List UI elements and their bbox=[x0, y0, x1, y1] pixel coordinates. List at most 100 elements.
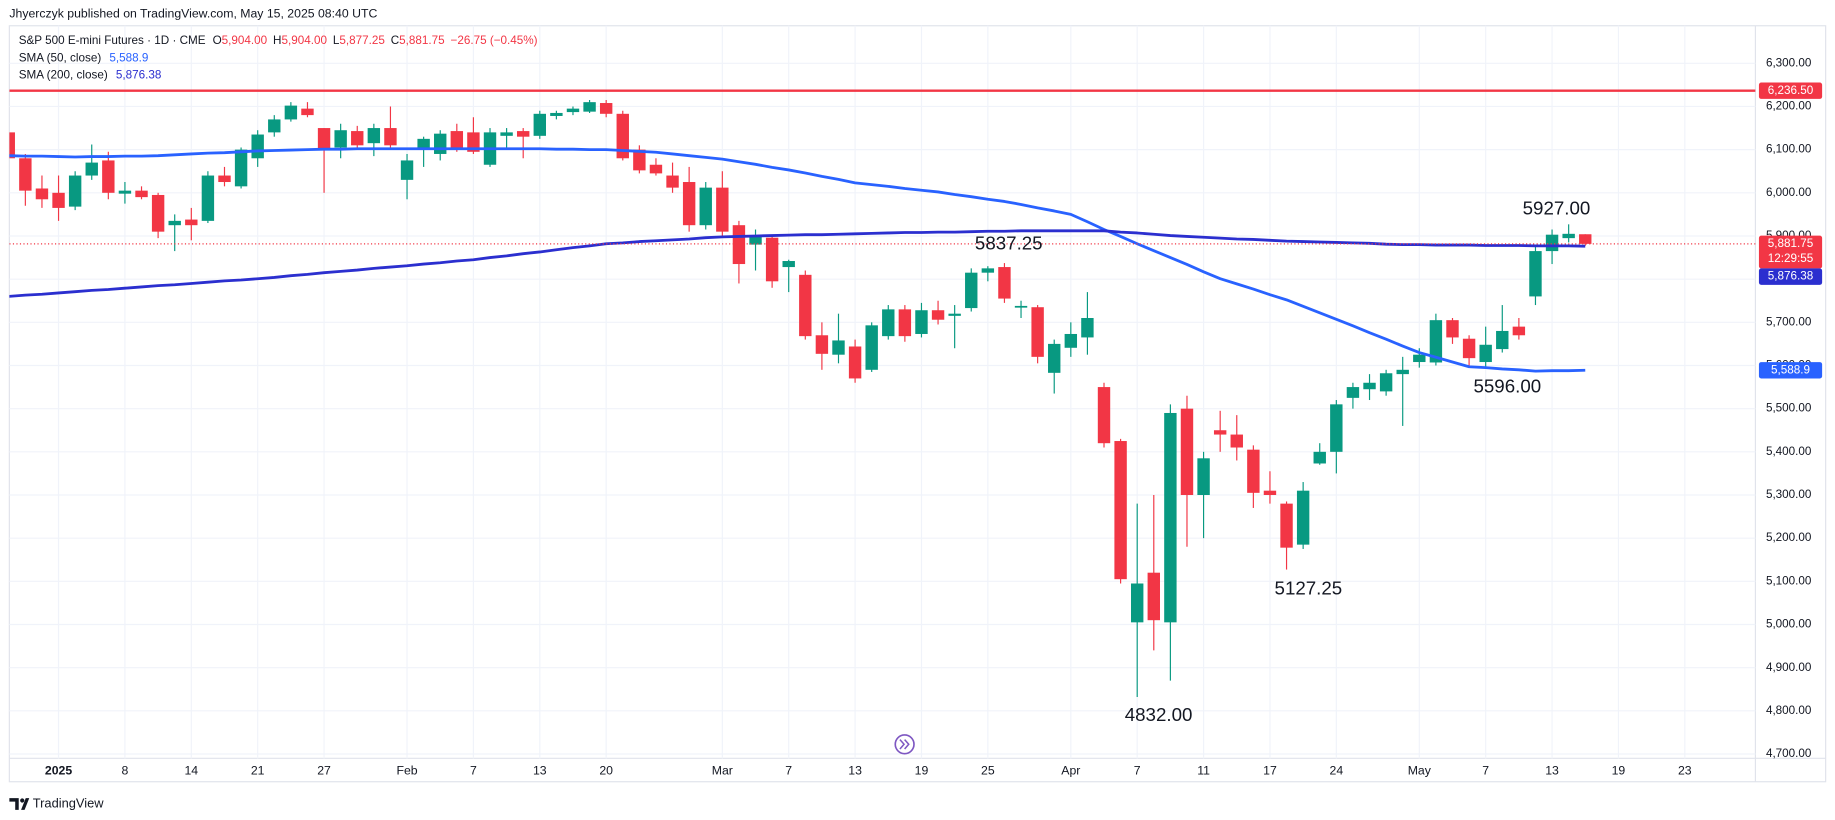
candle-body bbox=[533, 113, 546, 136]
x-tick-label: 14 bbox=[184, 763, 198, 777]
candle-body bbox=[882, 309, 895, 337]
candle-body bbox=[616, 113, 629, 159]
sma-tag bbox=[1758, 362, 1823, 379]
candle-body bbox=[1031, 307, 1044, 357]
candle-body bbox=[367, 128, 381, 144]
price-tag-label: 5,881.75 bbox=[1768, 237, 1814, 250]
candle-body bbox=[1048, 343, 1061, 373]
x-tick-label: 8 bbox=[122, 763, 129, 777]
y-tick-label: 5,000.00 bbox=[1766, 618, 1812, 631]
candle-body bbox=[201, 175, 215, 221]
candle-body bbox=[931, 310, 945, 320]
y-tick-label: 5,400.00 bbox=[1766, 445, 1812, 458]
candle-body bbox=[1529, 251, 1542, 297]
candle-body bbox=[666, 175, 679, 188]
candle-body bbox=[633, 149, 646, 171]
x-tick-label: Mar bbox=[712, 763, 733, 777]
x-tick-label: 25 bbox=[981, 763, 995, 777]
y-tick-label: 5,300.00 bbox=[1766, 488, 1812, 501]
legend: S&P 500 E-mini Futures · 1D · CME O5,904.… bbox=[19, 34, 538, 82]
candle-body bbox=[566, 108, 580, 113]
sma-legend-name: SMA (50, close) bbox=[19, 52, 102, 65]
sma-tag-label: 5,876.38 bbox=[1768, 270, 1814, 283]
x-tick-label: 13 bbox=[1545, 763, 1559, 777]
candle-body bbox=[948, 313, 961, 316]
y-tick-label: 6,100.00 bbox=[1766, 143, 1812, 156]
candle-body bbox=[334, 130, 347, 148]
candle-body bbox=[9, 132, 15, 159]
candle-body bbox=[19, 158, 32, 191]
candle-body bbox=[1081, 318, 1094, 338]
x-tick-label: 24 bbox=[1330, 763, 1344, 777]
candle-body bbox=[135, 190, 148, 198]
x-tick-label: 20 bbox=[599, 763, 613, 777]
candle-body bbox=[1330, 404, 1343, 452]
candle-body bbox=[1064, 333, 1078, 348]
sma-legend-name: SMA (200, close) bbox=[19, 69, 108, 82]
tradingview-logo: TradingView bbox=[9, 795, 104, 810]
candle-body bbox=[1164, 412, 1177, 623]
x-tick-label: 7 bbox=[470, 763, 477, 777]
candle-body bbox=[35, 188, 49, 200]
sma-legend-value: 5,876.38 bbox=[116, 69, 162, 82]
candle-body bbox=[1429, 320, 1443, 363]
candle-body bbox=[1579, 234, 1592, 244]
y-tick-label: 4,800.00 bbox=[1766, 704, 1812, 717]
candle-body bbox=[848, 346, 862, 379]
candle-body bbox=[965, 272, 978, 309]
candle-body bbox=[1247, 449, 1260, 493]
candle-body bbox=[516, 131, 530, 137]
price-tag-countdown: 12:29:55 bbox=[1768, 252, 1814, 265]
quote-value: 5,904.00 bbox=[222, 34, 268, 47]
x-tick-label: 7 bbox=[1482, 763, 1489, 777]
annotation: 5927.00 bbox=[1523, 197, 1591, 218]
candle-body bbox=[85, 162, 98, 176]
sma-legend: SMA (50, close) 5,588.9 bbox=[19, 52, 149, 65]
candle-body bbox=[251, 134, 264, 159]
candle-body bbox=[782, 261, 795, 268]
publish-info: Jhyerczyk published on TradingView.com, … bbox=[9, 6, 377, 20]
candle-body bbox=[765, 237, 779, 282]
x-tick-label: Apr bbox=[1061, 763, 1080, 777]
x-tick-label: Feb bbox=[396, 763, 417, 777]
candle-body bbox=[898, 309, 912, 337]
candle-body bbox=[1180, 408, 1194, 495]
candle-body bbox=[1479, 344, 1492, 363]
candle-body bbox=[998, 267, 1011, 299]
y-tick-label: 6,000.00 bbox=[1766, 186, 1812, 199]
quote-value: 5,904.00 bbox=[281, 34, 327, 47]
plot-area bbox=[9, 89, 1756, 698]
annotation: 4832.00 bbox=[1125, 704, 1193, 725]
quote-key: H bbox=[273, 34, 281, 47]
annotation: 5596.00 bbox=[1473, 375, 1541, 396]
candle-body bbox=[384, 128, 397, 146]
y-tick-label: 5,200.00 bbox=[1766, 531, 1812, 544]
candle-body bbox=[1263, 490, 1277, 495]
x-tick-label: 19 bbox=[915, 763, 929, 777]
candle-body bbox=[1496, 330, 1509, 350]
level-tag bbox=[1758, 82, 1823, 99]
candle-body bbox=[682, 182, 696, 226]
candle-body bbox=[500, 132, 513, 136]
y-tick-label: 5,100.00 bbox=[1766, 574, 1812, 587]
sma-tag-label: 5,588.9 bbox=[1771, 363, 1810, 376]
annotations: 5927.00 5837.25 4832.00 5127.25 5596.00 bbox=[975, 197, 1590, 725]
candle-body bbox=[1545, 234, 1559, 252]
candle-body bbox=[1313, 451, 1326, 464]
candle-body bbox=[1147, 572, 1160, 621]
candle-body bbox=[417, 138, 430, 150]
candle-body bbox=[234, 149, 248, 187]
x-tick-label: 7 bbox=[1134, 763, 1141, 777]
candle-body bbox=[351, 131, 364, 146]
candle-body bbox=[915, 310, 928, 334]
x-tick-label: 21 bbox=[251, 763, 265, 777]
timeline-button[interactable] bbox=[894, 734, 915, 755]
candle-body bbox=[218, 175, 231, 183]
candle-body bbox=[732, 225, 746, 265]
candle-body bbox=[118, 190, 132, 194]
x-tick-label: 7 bbox=[785, 763, 792, 777]
x-tick-label: 19 bbox=[1612, 763, 1626, 777]
